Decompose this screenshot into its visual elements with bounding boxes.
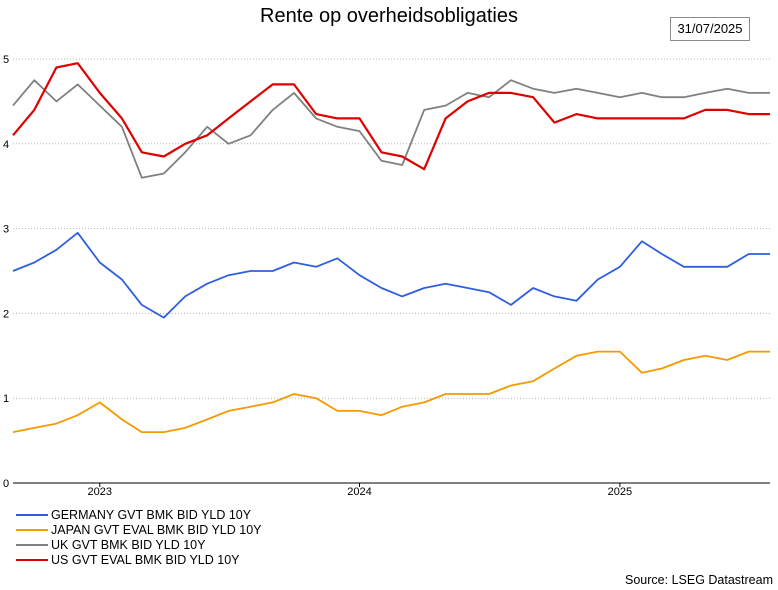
series-line — [12, 79, 770, 179]
series-lines — [12, 62, 770, 434]
legend-label: GERMANY GVT BMK BID YLD 10Y — [51, 507, 252, 522]
source-note: Source: LSEG Datastream — [625, 573, 773, 587]
series-line — [12, 62, 770, 171]
legend-swatch — [16, 513, 48, 516]
y-tick-label: 1 — [3, 393, 9, 405]
series-line — [12, 350, 770, 434]
axes — [13, 482, 770, 487]
date-box: 31/07/2025 — [670, 17, 750, 41]
gridlines — [13, 58, 770, 399]
line-chart: 0 1 2 3 4 5 2023 2024 2025 — [3, 54, 770, 498]
series-line — [12, 231, 770, 319]
y-tick-label: 4 — [3, 139, 9, 151]
legend: GERMANY GVT BMK BID YLD 10Y JAPAN GVT EVA… — [16, 507, 262, 567]
legend-label: JAPAN GVT EVAL BMK BID YLD 10Y — [51, 522, 262, 537]
x-tick-labels: 2023 2024 2025 — [88, 486, 633, 498]
x-tick-label: 2025 — [608, 486, 632, 498]
chart-title: Rente op overheidsobligaties — [260, 5, 518, 27]
y-tick-label: 5 — [3, 54, 9, 66]
legend-item: UK GVT BMK BID YLD 10Y — [16, 537, 262, 552]
legend-label: US GVT EVAL BMK BID YLD 10Y — [51, 552, 240, 567]
legend-label: UK GVT BMK BID YLD 10Y — [51, 537, 206, 552]
x-tick-label: 2024 — [347, 486, 371, 498]
legend-item: US GVT EVAL BMK BID YLD 10Y — [16, 552, 262, 567]
legend-swatch — [16, 558, 48, 561]
y-tick-label: 0 — [3, 478, 9, 490]
legend-swatch — [16, 543, 48, 546]
y-tick-label: 2 — [3, 308, 9, 320]
y-tick-label: 3 — [3, 224, 9, 236]
legend-item: JAPAN GVT EVAL BMK BID YLD 10Y — [16, 522, 262, 537]
x-tick-label: 2023 — [88, 486, 112, 498]
legend-item: GERMANY GVT BMK BID YLD 10Y — [16, 507, 262, 522]
legend-swatch — [16, 528, 48, 531]
y-tick-labels: 0 1 2 3 4 5 — [3, 54, 9, 490]
